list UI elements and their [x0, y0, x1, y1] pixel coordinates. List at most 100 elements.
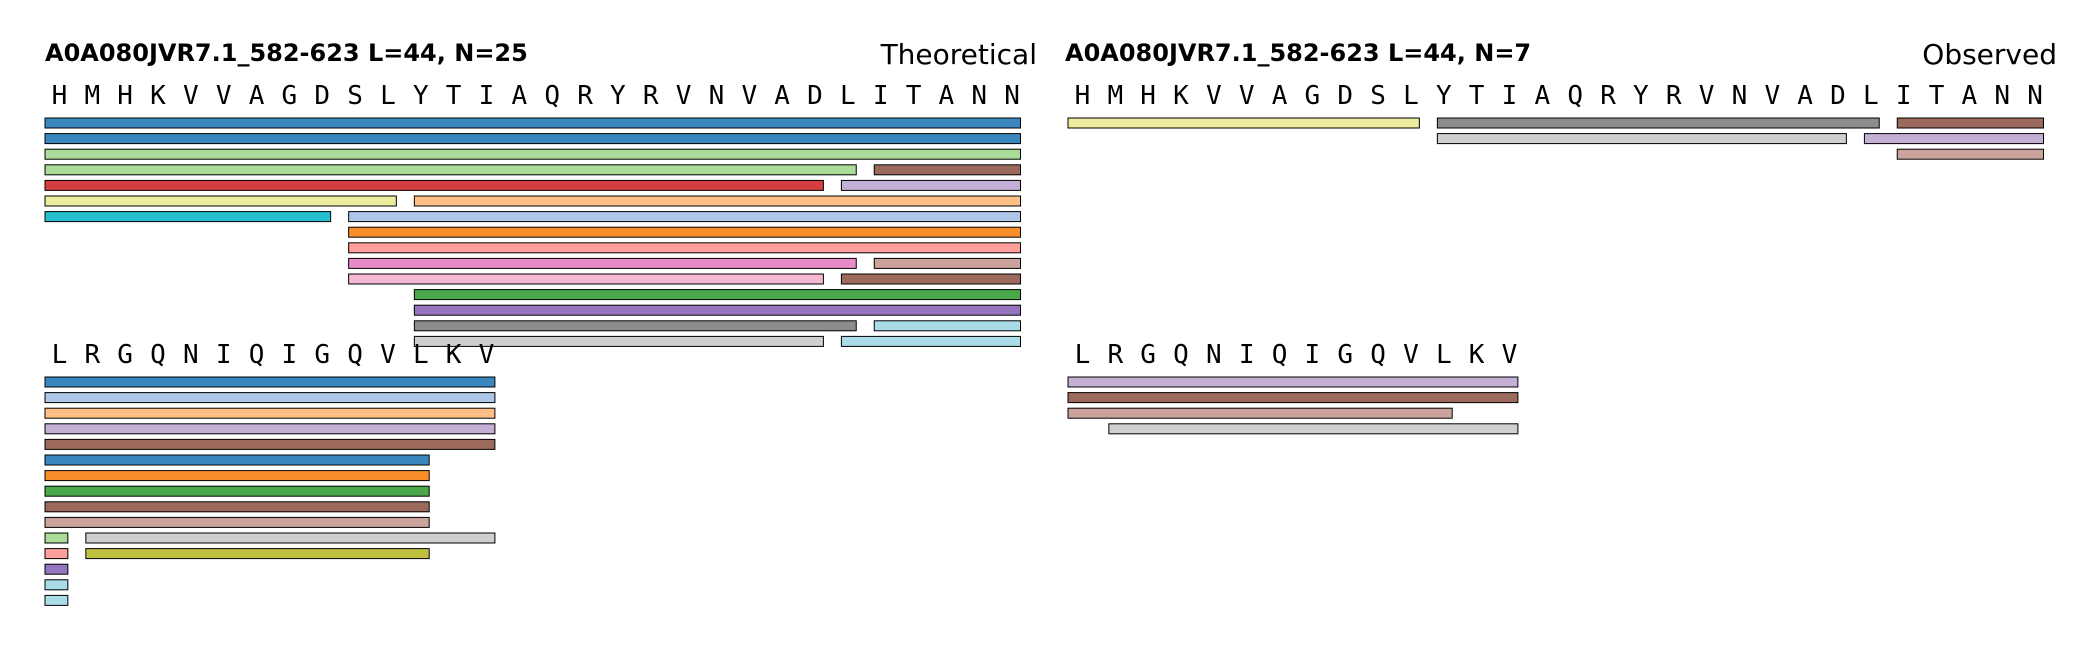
peptide-bar — [44, 579, 69, 591]
residue-letter: N — [1206, 340, 1222, 370]
peptide-bar — [348, 211, 1021, 223]
residue-letter: H — [1075, 81, 1091, 111]
coverage-rows-observed: H M H K V V A G D S L Y T I A Q R Y R V N V A D L I T A N NL R G Q N I Q I G Q… — [1067, 81, 2045, 435]
residue-letter: V — [1699, 81, 1715, 111]
peptide-bar — [1067, 376, 1519, 388]
residue-letter: V — [676, 81, 692, 111]
residue-letter: K — [1469, 340, 1485, 370]
residue-letter: S — [1370, 81, 1386, 111]
peptide-bar — [348, 257, 857, 269]
peptide-bar — [840, 335, 1022, 347]
residue-letter: I — [1239, 340, 1255, 370]
residue-letter: Q — [544, 81, 560, 111]
residue-letter: T — [906, 81, 922, 111]
residue-letter: V — [741, 81, 757, 111]
residue-letter: V — [1403, 340, 1419, 370]
peptide-bar — [44, 376, 496, 388]
residue-letter: I — [282, 340, 298, 370]
residue-letter: N — [183, 340, 199, 370]
residue-letter: N — [709, 81, 725, 111]
residue-letter: R — [643, 81, 659, 111]
peptide-bar — [413, 320, 857, 332]
residue-letter: S — [347, 81, 363, 111]
peptide-bar — [44, 179, 824, 191]
residue-letter: T — [446, 81, 462, 111]
panel-label-theoretical: Theoretical — [880, 38, 1037, 71]
residue-letter: G — [1337, 340, 1353, 370]
residue-letter: Y — [1436, 81, 1452, 111]
residue-letter: L — [1863, 81, 1879, 111]
peptide-bar — [840, 273, 1022, 285]
residue-letter: Q — [1370, 340, 1386, 370]
residue-letter: K — [150, 81, 166, 111]
residue-letter: R — [84, 340, 100, 370]
residue-letter: N — [1994, 81, 2010, 111]
residue-letter: K — [446, 340, 462, 370]
residue-letter: M — [1107, 81, 1123, 111]
panel-label-observed: Observed — [1922, 38, 2057, 71]
residue-letter: N — [971, 81, 987, 111]
residue-letter: L — [52, 340, 68, 370]
peptide-bar — [413, 304, 1022, 316]
peptide-bar — [44, 516, 430, 528]
peptide-bar — [1863, 133, 2045, 145]
peptide-bar — [348, 226, 1021, 238]
residue-letter: Y — [413, 81, 429, 111]
peptide-bar — [44, 532, 69, 544]
residue-letter: A — [939, 81, 955, 111]
panel-title-theoretical: A0A080JVR7.1_582-623 L=44, N=25 — [45, 39, 528, 67]
peptide-bar — [44, 133, 1021, 145]
residue-letter: Y — [1633, 81, 1649, 111]
residue-letter: D — [1830, 81, 1846, 111]
residue-letter: G — [314, 340, 330, 370]
residue-letter: Q — [347, 340, 363, 370]
peptide-bar — [840, 179, 1022, 191]
peptide-bar — [1436, 117, 1880, 129]
peptide-bar — [413, 335, 824, 347]
residue-letter: N — [2027, 81, 2043, 111]
residue-letter: T — [1469, 81, 1485, 111]
panel-title-observed: A0A080JVR7.1_582-623 L=44, N=7 — [1065, 39, 1531, 67]
residue-letter: V — [1239, 81, 1255, 111]
residue-letter: V — [216, 81, 232, 111]
peptide-bar — [44, 501, 430, 513]
residue-letter: D — [807, 81, 823, 111]
residue-letter: H — [117, 81, 133, 111]
residue-letter: L — [1403, 81, 1419, 111]
residue-letter: Q — [249, 340, 265, 370]
peptide-bar — [1436, 133, 1847, 145]
residue-letter: V — [1502, 340, 1518, 370]
residue-letter: H — [52, 81, 68, 111]
residue-letter: L — [840, 81, 856, 111]
residue-letter: A — [1534, 81, 1550, 111]
residue-letter: I — [1896, 81, 1912, 111]
residue-letter: D — [314, 81, 330, 111]
peptide-bar — [44, 211, 332, 223]
residue-letter: R — [577, 81, 593, 111]
peptide-bar — [413, 289, 1022, 301]
peptide-bar — [44, 470, 430, 482]
residue-letter: G — [117, 340, 133, 370]
residue-letter: L — [380, 81, 396, 111]
residue-letter: L — [1075, 340, 1091, 370]
residue-letter: Q — [1567, 81, 1583, 111]
residue-letter: A — [1797, 81, 1813, 111]
residue-letter: A — [1962, 81, 1978, 111]
peptide-bar — [873, 320, 1021, 332]
peptide-bar — [44, 117, 1021, 129]
peptide-bar — [1067, 117, 1420, 129]
residue-letter: Y — [610, 81, 626, 111]
residue-letter: V — [183, 81, 199, 111]
residue-letter: R — [1666, 81, 1682, 111]
residue-letter: T — [1929, 81, 1945, 111]
residue-letter: H — [1140, 81, 1156, 111]
residue-letter: A — [249, 81, 265, 111]
residue-letter: G — [282, 81, 298, 111]
peptide-bar — [44, 548, 69, 560]
residue-letter: R — [1107, 340, 1123, 370]
residue-letter: V — [1206, 81, 1222, 111]
panel-observed: A0A080JVR7.1_582-623 L=44, N=7 Observed … — [1065, 38, 2057, 435]
residue-letter: I — [1305, 340, 1321, 370]
residue-letter: V — [1764, 81, 1780, 111]
